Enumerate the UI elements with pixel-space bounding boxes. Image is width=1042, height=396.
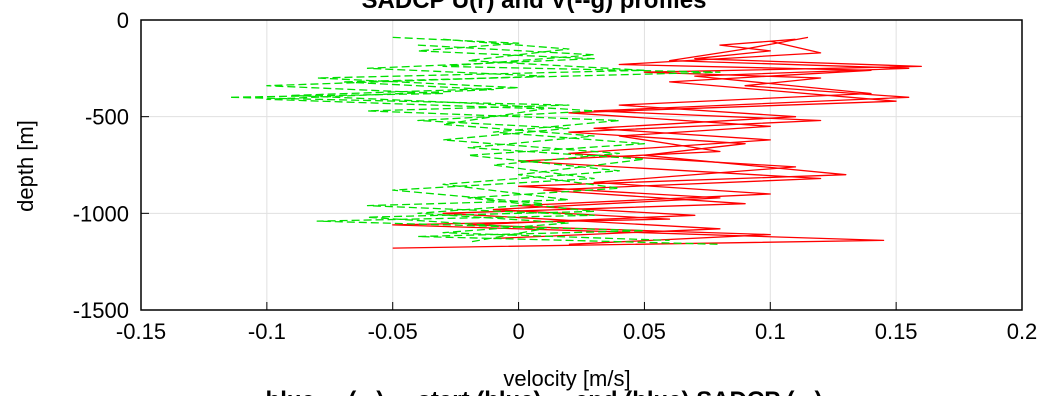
x-tick-label: 0 xyxy=(512,319,524,344)
footer-title: ...blue ... (...) ... start (blue) ... e… xyxy=(246,387,823,396)
series-group xyxy=(228,36,922,249)
x-tick-label: -0.05 xyxy=(368,319,418,344)
x-tick-label: 0.2 xyxy=(1007,319,1038,344)
u-profile-line-2 xyxy=(442,40,897,240)
x-tick-labels: -0.15 -0.1 -0.05 0 0.05 0.1 0.15 0.2 xyxy=(116,319,1037,344)
y-tick-label: 0 xyxy=(117,8,129,33)
x-tick-label: -0.15 xyxy=(116,319,166,344)
y-axis-label: depth [m] xyxy=(13,120,38,212)
x-tick-label: -0.1 xyxy=(248,319,286,344)
x-tick-label: 0.1 xyxy=(755,319,786,344)
x-tick-label: 0.15 xyxy=(875,319,918,344)
chart-title: SADCP U(r) and V(--g) profiles xyxy=(362,0,707,14)
y-tick-label: -500 xyxy=(85,105,129,130)
v-profile-line-5 xyxy=(266,44,721,243)
y-tick-labels: 0 -500 -1000 -1500 xyxy=(73,8,129,323)
y-tick-label: -1500 xyxy=(73,298,129,323)
y-tick-label: -1000 xyxy=(73,201,129,226)
v-profile-line-4 xyxy=(291,38,670,242)
x-tick-label: 0.05 xyxy=(623,319,666,344)
v-profile-line-3 xyxy=(228,36,720,245)
plot-frame xyxy=(140,19,1023,311)
u-profile-line-1 xyxy=(467,36,910,245)
x-axis-label: velocity [m/s] xyxy=(503,366,630,391)
